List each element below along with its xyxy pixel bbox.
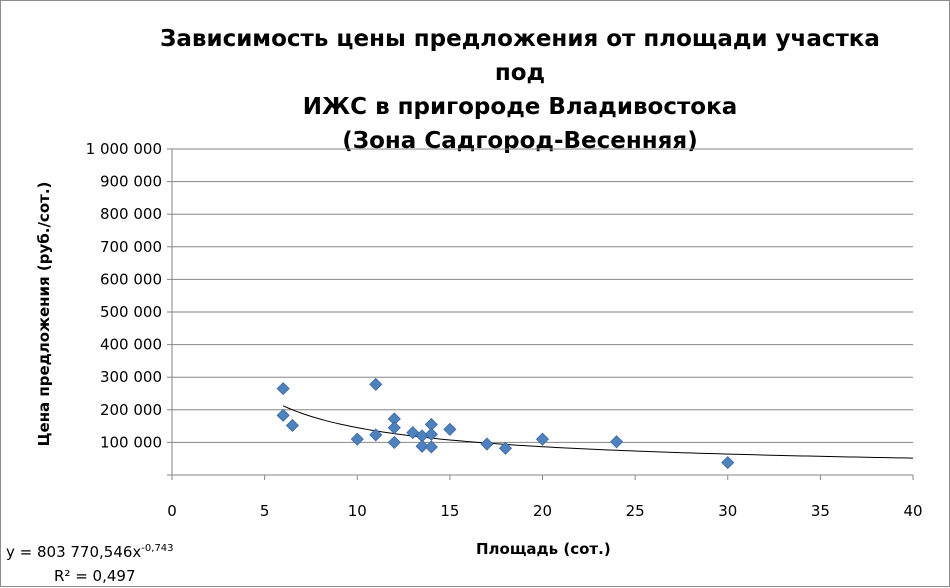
y-tick-label: 800 000	[100, 205, 162, 223]
r-squared: R² = 0,497	[54, 567, 136, 585]
chart-title: Зависимость цены предложения от площади …	[160, 26, 880, 154]
data-point	[610, 435, 624, 449]
x-axis-label: Площадь (сот.)	[476, 540, 611, 558]
y-tick-label: 600 000	[100, 270, 162, 288]
x-tick-label: 15	[440, 502, 459, 520]
data-point	[387, 421, 401, 435]
y-tick-labels: 100 000 200 000 300 000 400 000 500 000 600 0…	[86, 140, 162, 451]
data-point	[369, 428, 383, 442]
y-tick-label: 700 000	[100, 238, 162, 256]
equation-text: y = 803 770,546x	[6, 543, 142, 561]
data-point	[443, 422, 457, 436]
data-point	[276, 408, 290, 422]
y-tick-label: 300 000	[100, 368, 162, 386]
data-point	[276, 382, 290, 396]
trendline-equation: y = 803 770,546x-0,743 R² = 0,497	[6, 537, 174, 588]
trendline	[282, 405, 914, 459]
x-tick-label: 10	[348, 502, 367, 520]
y-tick-label: 400 000	[100, 336, 162, 354]
y-tick-label: 900 000	[100, 173, 162, 191]
data-point	[721, 456, 735, 470]
x-tick-labels: 0 5 10 15 20 25 30 35 40	[167, 502, 922, 520]
gridlines	[172, 148, 913, 443]
data-point	[285, 418, 299, 433]
data-point	[480, 437, 494, 451]
data-point	[350, 432, 364, 446]
x-tick-label: 35	[811, 502, 830, 520]
y-tick-label: 1 000 000	[86, 140, 162, 158]
equation-exponent: -0,743	[141, 543, 174, 554]
x-tick-label: 20	[533, 502, 552, 520]
x-tick-label: 25	[626, 502, 645, 520]
data-point	[387, 435, 401, 449]
data-point	[424, 427, 438, 441]
x-tick-label: 5	[260, 502, 270, 520]
data-point	[424, 440, 438, 454]
trendline-curve	[282, 405, 914, 459]
y-tick-label: 500 000	[100, 303, 162, 321]
x-tick-label: 40	[903, 502, 922, 520]
axes	[167, 148, 914, 480]
y-axis-label: Цена предложения (руб./сот.)	[35, 181, 53, 447]
data-point	[535, 432, 550, 446]
data-points	[276, 377, 735, 470]
y-tick-label: 100 000	[100, 433, 162, 451]
data-point	[498, 441, 513, 455]
x-tick-label: 30	[718, 502, 737, 520]
x-tick-label: 0	[167, 502, 177, 520]
y-tick-label: 200 000	[100, 401, 162, 419]
data-point	[369, 377, 383, 391]
data-point	[415, 439, 429, 453]
